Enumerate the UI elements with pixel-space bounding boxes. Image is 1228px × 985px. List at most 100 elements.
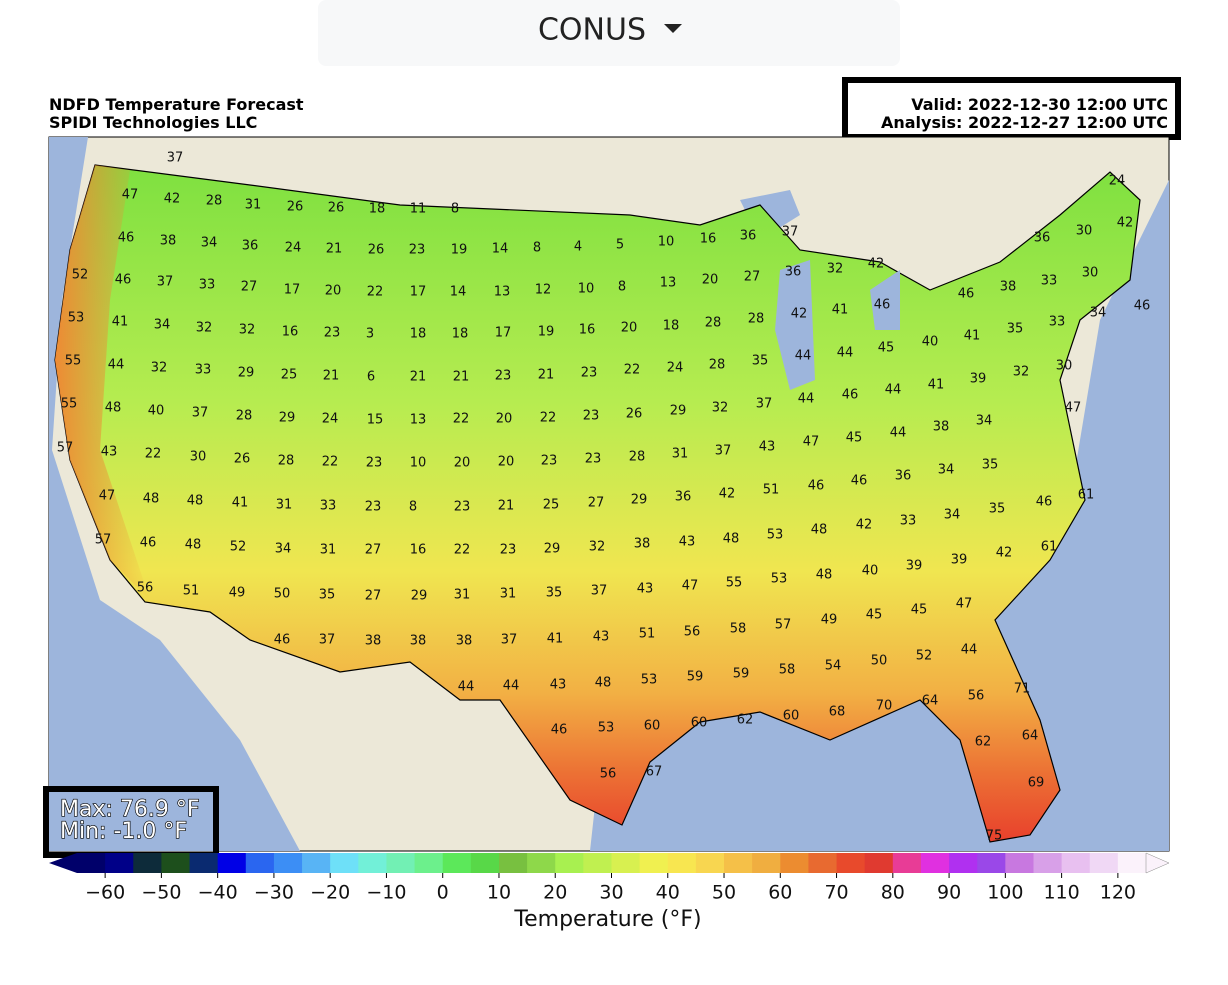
station-value: 40 <box>862 564 879 579</box>
station-value: 19 <box>538 325 555 340</box>
dropdown[interactable]: CONUS <box>318 0 900 66</box>
station-value: 33 <box>195 363 212 378</box>
station-value: 53 <box>598 721 615 736</box>
station-value: 24 <box>1109 174 1126 189</box>
max-value: Max: 76.9 °F <box>60 797 200 822</box>
station-value: 3 <box>366 327 374 342</box>
colorbar-segment <box>330 853 359 873</box>
colorbar-segment <box>724 853 753 873</box>
colorbar-segment <box>864 853 894 873</box>
colorbar-segment <box>555 853 584 873</box>
station-value: 18 <box>369 202 386 217</box>
colorbar-tick-label: 100 <box>987 882 1023 904</box>
station-value: 46 <box>1134 299 1151 314</box>
station-value: 62 <box>975 735 992 750</box>
station-value: 48 <box>185 538 202 553</box>
station-value: 51 <box>763 483 780 498</box>
station-value: 36 <box>675 490 692 505</box>
station-value: 53 <box>771 572 788 587</box>
conus-land <box>54 164 1141 843</box>
station-value: 34 <box>944 508 961 523</box>
station-value: 24 <box>322 412 339 427</box>
station-value: 31 <box>454 588 471 603</box>
station-value: 36 <box>785 265 802 280</box>
station-value: 22 <box>453 412 470 427</box>
station-value: 13 <box>410 413 427 428</box>
station-value: 58 <box>779 663 796 678</box>
station-value: 47 <box>682 579 699 594</box>
station-value: 59 <box>733 667 750 682</box>
colorbar-segment <box>611 853 641 873</box>
colorbar-segment <box>245 853 275 873</box>
station-value: 42 <box>791 307 808 322</box>
station-value: 40 <box>922 335 939 350</box>
colorbar-segment <box>470 853 500 873</box>
station-value: 33 <box>1041 274 1058 289</box>
station-value: 32 <box>196 321 213 336</box>
station-value: 21 <box>410 370 427 385</box>
station-value: 27 <box>241 280 258 295</box>
station-value: 32 <box>712 401 729 416</box>
station-value: 43 <box>101 445 118 460</box>
station-value: 55 <box>65 354 82 369</box>
colorbar-tick-label: 70 <box>824 882 848 904</box>
pacific <box>49 137 300 851</box>
station-value: 18 <box>410 327 427 342</box>
station-value: 50 <box>274 587 291 602</box>
station-value: 23 <box>495 369 512 384</box>
station-value: 56 <box>137 581 154 596</box>
station-value: 47 <box>122 188 139 203</box>
station-value: 46 <box>1036 495 1053 510</box>
station-value: 23 <box>583 409 600 424</box>
station-value: 46 <box>851 474 868 489</box>
colorbar-segment <box>1117 853 1147 873</box>
station-value: 37 <box>192 406 209 421</box>
station-value: 28 <box>236 409 253 424</box>
station-value: 60 <box>691 716 708 731</box>
station-value: 20 <box>325 284 342 299</box>
station-value: 42 <box>996 546 1013 561</box>
station-value: 10 <box>410 456 427 471</box>
station-value: 23 <box>409 243 426 258</box>
station-value: 10 <box>578 282 595 297</box>
station-value: 24 <box>285 241 302 256</box>
colorbar-segment <box>498 853 528 873</box>
station-value: 46 <box>274 633 291 648</box>
station-value: 56 <box>600 767 617 782</box>
station-value: 45 <box>846 431 863 446</box>
station-value: 35 <box>546 586 563 601</box>
station-value: 52 <box>230 540 247 555</box>
station-value: 48 <box>811 523 828 538</box>
analysis-time: Analysis: 2022-12-27 12:00 UTC <box>881 113 1168 132</box>
station-value: 61 <box>1078 488 1095 503</box>
colorbar-segment <box>920 853 950 873</box>
station-value: 71 <box>1014 682 1031 697</box>
station-value: 31 <box>500 587 517 602</box>
station-value: 8 <box>533 241 541 256</box>
station-value: 41 <box>112 315 129 330</box>
colorbar-segment <box>583 853 612 873</box>
dropdown-bg[interactable] <box>318 0 900 66</box>
station-value: 37 <box>715 444 732 459</box>
station-value: 22 <box>367 285 384 300</box>
station-value: 16 <box>282 325 299 340</box>
station-value: 57 <box>775 618 792 633</box>
station-value: 22 <box>454 543 471 558</box>
caret[interactable] <box>664 24 682 33</box>
station-value: 17 <box>410 285 427 300</box>
station-value: 42 <box>1117 216 1134 231</box>
station-value: 29 <box>544 542 561 557</box>
station-value: 57 <box>57 441 74 456</box>
station-value: 55 <box>61 397 78 412</box>
dropdown-label[interactable]: CONUS <box>538 13 646 48</box>
station-value: 38 <box>365 634 382 649</box>
station-value: 75 <box>986 829 1003 844</box>
colorbar-segment <box>1089 853 1119 873</box>
colorbar-segment <box>977 853 1006 873</box>
colorbar-segment <box>639 853 669 873</box>
colorbar-segment <box>695 853 725 873</box>
station-value: 21 <box>453 370 470 385</box>
station-value: 46 <box>115 273 132 288</box>
station-value: 21 <box>323 369 340 384</box>
station-value: 45 <box>911 603 928 618</box>
